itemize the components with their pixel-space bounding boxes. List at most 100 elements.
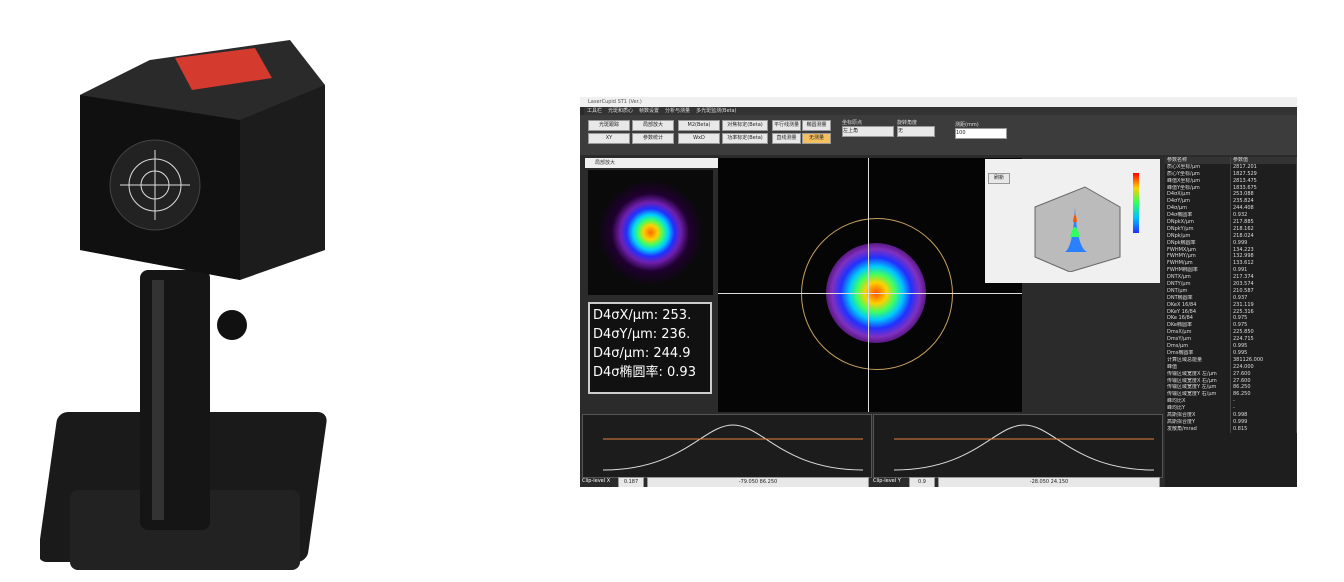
table-cell: 计算区域总能量 (1165, 356, 1231, 364)
tool-button[interactable]: 对焦标定(Beta) (722, 120, 768, 131)
tool-button[interactable]: 局部放大 (632, 120, 674, 131)
clip-value[interactable]: 0.187 (618, 477, 644, 487)
profile-curve (602, 424, 864, 471)
tool-button[interactable]: 直线测量 (772, 133, 801, 144)
table-cell: 0.932 (1231, 212, 1297, 220)
table-cell: 峰值 (1165, 363, 1231, 371)
table-row: DNpk椭圆率 0.999 (1165, 239, 1297, 247)
table-cell: 2817.201 (1231, 163, 1297, 171)
table-cell: 0.975 (1231, 315, 1297, 323)
table-cell: 210.587 (1231, 287, 1297, 295)
tool-button[interactable]: 功率标定(Beta) (722, 133, 768, 144)
table-row: 峰值 224.000 (1165, 363, 1297, 371)
refresh-button[interactable]: 刷新 (988, 173, 1010, 184)
table-cell: 1833.675 (1231, 184, 1297, 192)
table-row: 峰值Y坐标/μm 1833.675 (1165, 184, 1297, 192)
software-screenshot: LaserCupid ST1 (Ver.) 工具栏 光斑和质心 帧数设置 分析与测量多… (580, 97, 1297, 487)
table-cell: 1827.529 (1231, 170, 1297, 178)
table-cell: D4σY/μm (1165, 198, 1231, 206)
tool-button[interactable]: 参数统计 (632, 133, 674, 144)
table-cell: FWHMX/μm (1165, 246, 1231, 254)
table-cell: 0.999 (1231, 239, 1297, 247)
table-row: Dms椭圆率 0.995 (1165, 349, 1297, 357)
table-cell: 27.600 (1231, 377, 1297, 385)
table-cell: 231.119 (1231, 301, 1297, 309)
setting-label: 旋转角度 (897, 120, 918, 126)
menu-tab[interactable]: 工具栏 (587, 108, 603, 114)
table-cell: 传输区域宽度X 左/μm (1165, 370, 1231, 378)
profile-curve (893, 424, 1155, 471)
table-row: 计算区域总能量 381126.000 (1165, 356, 1297, 364)
table-cell: 0.975 (1231, 322, 1297, 330)
table-cell: 0.998 (1231, 411, 1297, 419)
menu-tab[interactable]: 光斑和质心 (608, 108, 634, 114)
window-title: LaserCupid ST1 (Ver.) (580, 97, 1297, 107)
table-cell: DNpk/μm (1165, 232, 1231, 240)
menu-tab[interactable]: 多光斑监测(Beta) (696, 108, 737, 114)
tool-button[interactable]: 无测量 (802, 133, 831, 144)
table-cell: 235.824 (1231, 198, 1297, 206)
table-row: DKe椭圆率 0.975 (1165, 322, 1297, 330)
clip-label: Clip-level X (582, 478, 611, 484)
setting-value[interactable]: 100 (955, 128, 1007, 139)
table-row: DmsY/μm 224.715 (1165, 336, 1297, 344)
table-row: DKeX 16/84 231.119 (1165, 301, 1297, 309)
table-cell: DmsY/μm (1165, 336, 1231, 344)
setting-value[interactable]: 左上角 (842, 126, 894, 137)
table-row: 峰均比X - (1165, 398, 1297, 406)
setting-value[interactable]: 无 (897, 126, 935, 137)
table-cell: - (1231, 398, 1297, 406)
tool-button[interactable]: 平行线测量 (772, 120, 801, 131)
table-cell: 高斯拟合度X (1165, 411, 1231, 419)
menu: 工具栏 光斑和质心 帧数设置 分析与测量 多光斑监测(Beta) (584, 107, 1297, 115)
table-cell: Dms/μm (1165, 343, 1231, 350)
table-cell: 传输区域宽度Y 右/μm (1165, 391, 1231, 399)
table-row: 传输区域宽度Y 右/μm 86.250 (1165, 391, 1297, 399)
table-cell: 218.024 (1231, 232, 1297, 240)
menu-tab[interactable]: 分析与测量 (665, 108, 691, 114)
tool-button[interactable]: 光斑跟踪 (588, 120, 630, 131)
table-cell: 质心Y坐标/μm (1165, 170, 1231, 178)
range-value: -28.050 24.150 (938, 477, 1160, 487)
tool-button[interactable]: WxD (678, 133, 720, 144)
table-cell: FWHM/μm (1165, 260, 1231, 268)
table-cell: 0.995 (1231, 343, 1297, 350)
table-cell: 高斯拟合度Y (1165, 418, 1231, 426)
table-row: DKe 16/84 0.975 (1165, 315, 1297, 323)
table-cell: 27.600 (1231, 370, 1297, 378)
table-cell: 244.408 (1231, 205, 1297, 213)
table-cell: 发散角/mrad (1165, 425, 1231, 433)
table-row: D4σ/μm 244.408 (1165, 205, 1297, 213)
tool-button[interactable]: XY (588, 133, 630, 144)
overlay-line: D4σ/μm: 244.9 (593, 346, 691, 361)
clip-value[interactable]: 0.9 (909, 477, 935, 487)
header-cell: 参数值 (1231, 157, 1297, 164)
table-cell: Dms椭圆率 (1165, 349, 1231, 357)
table-row: DNTY/μm 203.574 (1165, 281, 1297, 288)
beam-thumbnail (588, 170, 713, 295)
table-cell: DNT/μm (1165, 287, 1231, 295)
header-cell: 参数名称 (1165, 157, 1231, 164)
table-row: D4σX/μm 253.088 (1165, 191, 1297, 199)
table-cell: D4σ椭圆率 (1165, 212, 1231, 220)
table-cell: DNpkY/μm (1165, 225, 1231, 233)
table-row: 发散角/mrad 0.815 (1165, 425, 1297, 433)
table-cell: D4σX/μm (1165, 191, 1231, 199)
table-cell: 质心X坐标/μm (1165, 163, 1231, 171)
table-row: 质心X坐标/μm 2817.201 (1165, 163, 1297, 171)
table-cell: 381126.000 (1231, 356, 1297, 364)
table-cell: 传输区域宽度Y 左/μm (1165, 384, 1231, 392)
profile-plot (582, 414, 872, 478)
tool-button[interactable]: 椭圆测量 (802, 120, 831, 131)
table-header: 参数名称 参数值 (1165, 157, 1297, 164)
table-row: FWHMY/μm 132.998 (1165, 253, 1297, 261)
table-row: DNT/μm 210.587 (1165, 287, 1297, 295)
menu-tab[interactable]: 帧数设置 (639, 108, 660, 114)
overlay-line: D4σ椭圆率: 0.93 (593, 365, 696, 380)
table-cell: 86.250 (1231, 391, 1297, 399)
table-cell: 224.715 (1231, 336, 1297, 344)
tool-button[interactable]: M2(Beta) (678, 120, 720, 131)
table-row: DNT椭圆率 0.937 (1165, 294, 1297, 302)
subwindow-title: 局部放大 (585, 158, 727, 168)
